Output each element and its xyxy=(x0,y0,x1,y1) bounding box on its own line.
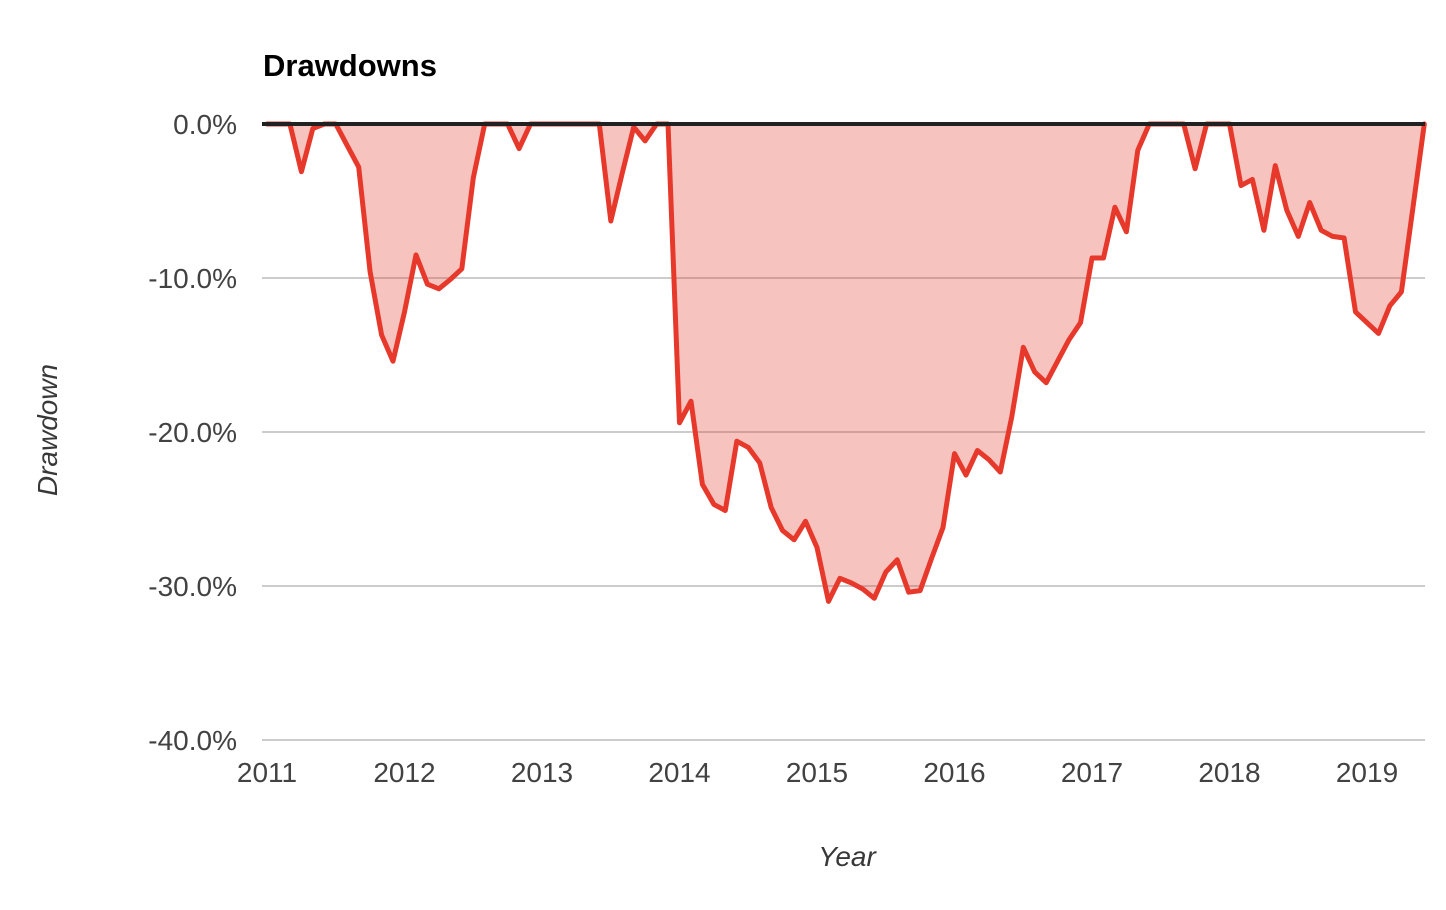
x-tick-label: 2013 xyxy=(511,757,573,788)
chart-title: Drawdowns xyxy=(263,48,437,83)
x-tick-label: 2012 xyxy=(373,757,435,788)
x-tick-label: 2014 xyxy=(648,757,710,788)
x-axis-title: Year xyxy=(818,841,876,872)
x-tick-label: 2011 xyxy=(237,757,297,788)
y-tick-label: -20.0% xyxy=(148,417,237,448)
x-tick-label: 2017 xyxy=(1061,757,1123,788)
y-tick-label: 0.0% xyxy=(173,109,237,140)
x-tick-label: 2015 xyxy=(786,757,848,788)
y-tick-label: -10.0% xyxy=(148,263,237,294)
x-tick-label: 2019 xyxy=(1336,757,1398,788)
drawdown-line xyxy=(264,121,1427,604)
y-tick-label: -40.0% xyxy=(148,725,237,756)
x-tick-label: 2018 xyxy=(1198,757,1260,788)
drawdown-area xyxy=(267,124,1425,602)
y-tick-label: -30.0% xyxy=(148,571,237,602)
x-tick-label: 2016 xyxy=(923,757,985,788)
